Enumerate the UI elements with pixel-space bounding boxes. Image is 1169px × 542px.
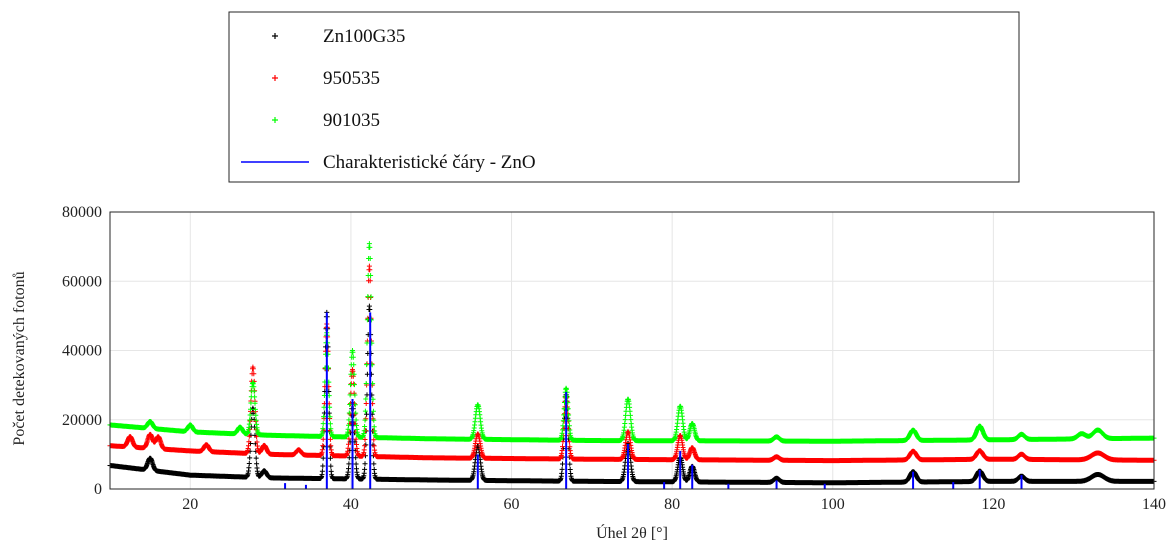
plot-area [109, 211, 1155, 490]
legend-label: 901035 [323, 110, 380, 131]
x-axis-label: Úhel 2θ [°] [596, 523, 668, 542]
y-tick-label: 60000 [62, 273, 102, 290]
x-tick-label: 20 [182, 496, 198, 513]
y-tick-label: 40000 [62, 343, 102, 360]
y-tick-label: 0 [94, 481, 102, 498]
y-tick-label: 80000 [62, 204, 102, 221]
legend-label: Zn100G35 [323, 26, 405, 47]
legend-swatch [272, 117, 278, 123]
x-tick-label: 40 [343, 496, 359, 513]
tick-labels: 20 40 60 80 100 120 140 0 20000 40000 60000 80000 [62, 204, 1166, 513]
x-tick-label: 100 [821, 496, 845, 513]
y-axis-label: Počet detekovaných fotonů [11, 271, 28, 445]
y-tick-label: 20000 [62, 412, 102, 429]
x-tick-label: 60 [504, 496, 520, 513]
legend: Zn100G35 950535 901035 Charakteristické čár… [228, 11, 1020, 183]
x-tick-label: 80 [664, 496, 680, 513]
data-series [107, 241, 1157, 489]
legend-box [228, 11, 1020, 183]
legend-item: 950535 [272, 68, 380, 89]
series-3 [107, 241, 1157, 444]
legend-item: 901035 [272, 110, 380, 131]
legend-item: Charakteristické čáry - ZnO [241, 152, 536, 173]
legend-label: 950535 [323, 68, 380, 89]
legend-swatch [272, 75, 278, 81]
legend-item: Zn100G35 [272, 26, 405, 47]
series-points [107, 241, 1157, 444]
x-tick-label: 120 [981, 496, 1005, 513]
series-4 [284, 312, 1023, 489]
legend-label: Charakteristické čáry - ZnO [323, 152, 536, 173]
legend-swatch [272, 33, 278, 39]
x-tick-label: 140 [1142, 496, 1166, 513]
